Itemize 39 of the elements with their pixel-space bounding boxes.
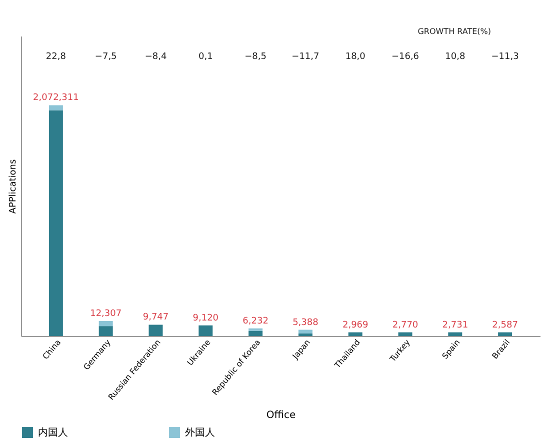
bar [198, 325, 213, 336]
text: 18,0 [345, 52, 366, 62]
bar [348, 332, 362, 336]
bar [98, 326, 113, 336]
text: 10,8 [445, 52, 466, 62]
text: −8,4 [144, 52, 167, 62]
annotation: 12,307 [90, 309, 122, 319]
annotation: 2,770 [392, 320, 418, 330]
bar [248, 330, 263, 336]
text: −11,7 [292, 52, 320, 62]
annotation: 9,747 [142, 312, 169, 323]
bar [248, 328, 263, 331]
y-axis-title: APPlications [8, 158, 18, 214]
bar [48, 105, 63, 110]
bar [298, 333, 312, 336]
x-axis-title: Office [266, 410, 296, 421]
bar [498, 332, 512, 336]
text: −16,6 [391, 52, 420, 62]
annotation: 6,232 [242, 316, 268, 326]
bar [448, 332, 462, 336]
bar [148, 324, 163, 336]
annotation: 2,072,311 [33, 93, 79, 104]
legend-label: 外国人 [185, 428, 215, 439]
legend-label: 内国人 [38, 426, 68, 439]
bar [298, 330, 312, 334]
annotation: 2,587 [492, 320, 518, 330]
text: −8,5 [244, 52, 266, 62]
annotation: 9,120 [192, 313, 219, 324]
annotation: 5,388 [292, 318, 319, 328]
text: −7,5 [94, 52, 117, 62]
text: GROWTH RATE(%) [418, 27, 491, 36]
text: −11,3 [491, 52, 519, 62]
text: 22,8 [46, 52, 66, 62]
annotation: 2,969 [342, 320, 369, 330]
bar [398, 332, 412, 336]
annotation: 2,731 [442, 320, 468, 330]
bar [48, 110, 63, 336]
bar [98, 321, 113, 326]
text: 0,1 [198, 52, 213, 62]
